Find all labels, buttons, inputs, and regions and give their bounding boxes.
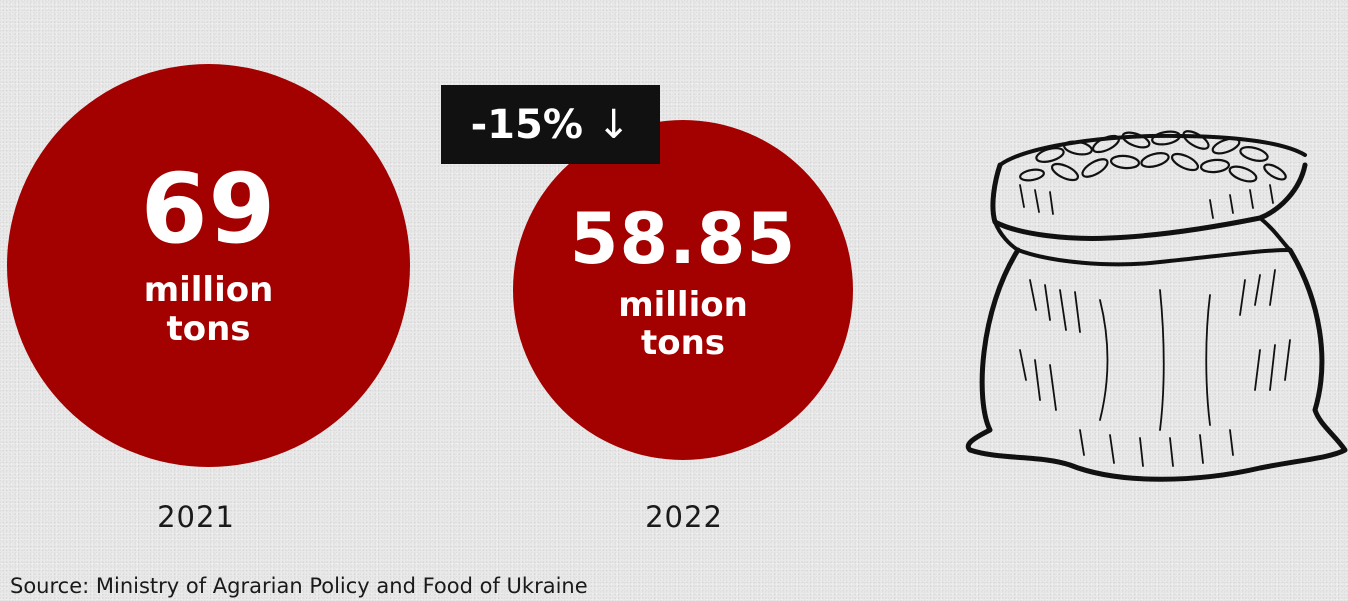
source-note: Source: Ministry of Agrarian Policy and … <box>10 574 588 598</box>
change-badge: -15% ↓ <box>441 85 660 164</box>
value-label-2022: 58.85 <box>569 197 797 280</box>
bubble-2021: 69 million tons <box>7 64 410 467</box>
grain-sack-icon <box>965 130 1348 482</box>
bubble-2022: 58.85 million tons <box>513 120 853 460</box>
unit-label-2021: million tons <box>143 270 274 349</box>
unit-label-2022: million tons <box>618 284 748 363</box>
year-label-2022: 2022 <box>645 500 723 534</box>
value-label-2021: 69 <box>140 153 277 266</box>
down-arrow-icon: ↓ <box>596 101 631 148</box>
change-value: -15% <box>470 101 583 148</box>
year-label-2021: 2021 <box>157 500 235 534</box>
